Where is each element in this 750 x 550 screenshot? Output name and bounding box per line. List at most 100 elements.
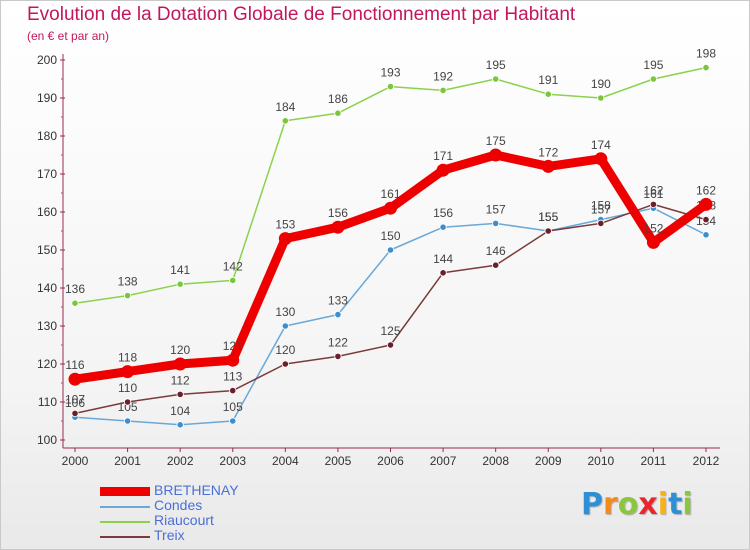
x-tick-label: 2002 — [167, 454, 194, 468]
logo-letter: i — [657, 487, 669, 522]
legend-swatch-treix — [100, 536, 150, 538]
data-label-riaucourt: 193 — [380, 66, 400, 80]
y-tick-label: 200 — [37, 53, 57, 67]
data-point-condes — [176, 421, 184, 429]
x-tick-label: 2004 — [272, 454, 299, 468]
data-point-treix — [71, 409, 79, 417]
data-point-condes — [439, 223, 447, 231]
data-point-treix — [334, 352, 342, 360]
data-label-treix: 120 — [275, 343, 295, 357]
data-point-riaucourt — [544, 90, 552, 98]
data-point-riaucourt — [439, 86, 447, 95]
data-label-riaucourt: 191 — [538, 73, 558, 87]
proxiti-logo: Proxiti — [581, 487, 693, 522]
data-point-riaucourt — [492, 75, 500, 83]
data-label-treix: 125 — [380, 324, 400, 338]
x-tick-label: 2011 — [641, 454, 667, 468]
data-point-brethenay — [226, 353, 240, 367]
data-point-riaucourt — [71, 299, 79, 307]
data-point-brethenay — [436, 163, 450, 177]
x-tick-label: 2006 — [377, 454, 404, 468]
legend-label-treix: Treix — [154, 527, 185, 543]
data-label-brethenay: 175 — [486, 134, 506, 148]
data-label-condes: 105 — [223, 400, 243, 414]
data-label-treix: 157 — [591, 202, 611, 216]
data-label-riaucourt: 184 — [275, 100, 295, 114]
y-tick-label: 120 — [37, 357, 57, 371]
data-label-riaucourt: 141 — [170, 263, 190, 277]
data-point-treix — [229, 386, 237, 395]
data-label-riaucourt: 142 — [223, 259, 243, 273]
data-point-condes — [123, 417, 132, 425]
legend-swatch-riaucourt — [100, 521, 150, 523]
legend-label-riaucourt: Riaucourt — [154, 512, 214, 528]
logo-letter: i — [682, 487, 693, 522]
data-label-riaucourt: 186 — [328, 92, 348, 106]
data-point-treix — [176, 390, 184, 398]
data-label-riaucourt: 138 — [118, 275, 138, 289]
data-label-condes: 155 — [538, 210, 558, 224]
data-point-treix — [123, 398, 132, 406]
y-tick-label: 100 — [37, 433, 57, 447]
y-tick-label: 130 — [37, 319, 57, 333]
data-point-brethenay — [541, 159, 555, 173]
data-label-condes: 104 — [170, 404, 190, 418]
data-label-riaucourt: 195 — [486, 58, 506, 72]
x-tick-label: 2005 — [325, 454, 352, 468]
legend-swatch-brethenay — [100, 487, 150, 496]
y-tick-label: 140 — [37, 281, 57, 295]
data-label-brethenay: 172 — [538, 145, 558, 159]
data-label-treix: 144 — [433, 252, 453, 266]
x-tick-label: 2012 — [693, 454, 720, 468]
data-point-brethenay — [331, 220, 345, 234]
data-label-riaucourt: 190 — [591, 77, 611, 91]
data-point-riaucourt — [597, 94, 605, 102]
data-point-treix — [649, 200, 658, 208]
data-label-riaucourt: 195 — [643, 58, 663, 72]
legend-label-brethenay: BRETHENAY — [154, 482, 239, 498]
logo-letter: t — [668, 487, 683, 522]
data-point-condes — [492, 219, 500, 227]
data-point-brethenay — [173, 357, 187, 371]
data-point-brethenay — [384, 201, 397, 215]
data-label-condes: 158 — [591, 199, 611, 213]
data-point-brethenay — [121, 365, 135, 379]
data-point-treix — [386, 341, 395, 349]
data-label-condes: 130 — [275, 305, 295, 319]
logo-letter: r — [603, 487, 618, 522]
data-label-riaucourt: 198 — [696, 47, 716, 61]
data-point-brethenay — [68, 372, 82, 386]
x-tick-label: 2009 — [535, 454, 562, 468]
data-label-treix: 112 — [171, 373, 190, 387]
data-label-brethenay: 121 — [223, 339, 243, 353]
data-label-brethenay: 118 — [118, 351, 137, 365]
data-point-condes — [229, 417, 237, 425]
data-label-brethenay: 162 — [696, 183, 716, 197]
data-label-treix: 107 — [65, 392, 85, 406]
data-point-riaucourt — [649, 75, 658, 83]
legend-swatch-condes — [100, 506, 150, 508]
data-label-condes: 133 — [328, 294, 348, 308]
logo-letter: x — [638, 487, 658, 522]
data-label-riaucourt: 192 — [433, 69, 453, 83]
data-point-condes — [281, 322, 289, 330]
data-label-treix: 110 — [118, 381, 137, 395]
x-tick-label: 2008 — [482, 454, 509, 468]
data-point-riaucourt — [176, 280, 184, 288]
data-label-riaucourt: 136 — [65, 282, 85, 296]
data-label-condes: 161 — [643, 187, 663, 201]
data-point-riaucourt — [229, 276, 237, 284]
legend-label-condes: Condes — [154, 497, 203, 513]
data-label-brethenay: 161 — [380, 187, 400, 201]
data-point-brethenay — [646, 235, 660, 249]
logo-letter: P — [581, 487, 603, 522]
logo-letter: o — [617, 487, 639, 522]
data-point-treix — [492, 261, 500, 269]
data-label-brethenay: 153 — [275, 218, 295, 232]
x-tick-label: 2007 — [430, 454, 457, 468]
data-point-riaucourt — [281, 117, 289, 125]
data-point-treix — [544, 227, 552, 235]
data-label-condes: 150 — [380, 229, 400, 243]
